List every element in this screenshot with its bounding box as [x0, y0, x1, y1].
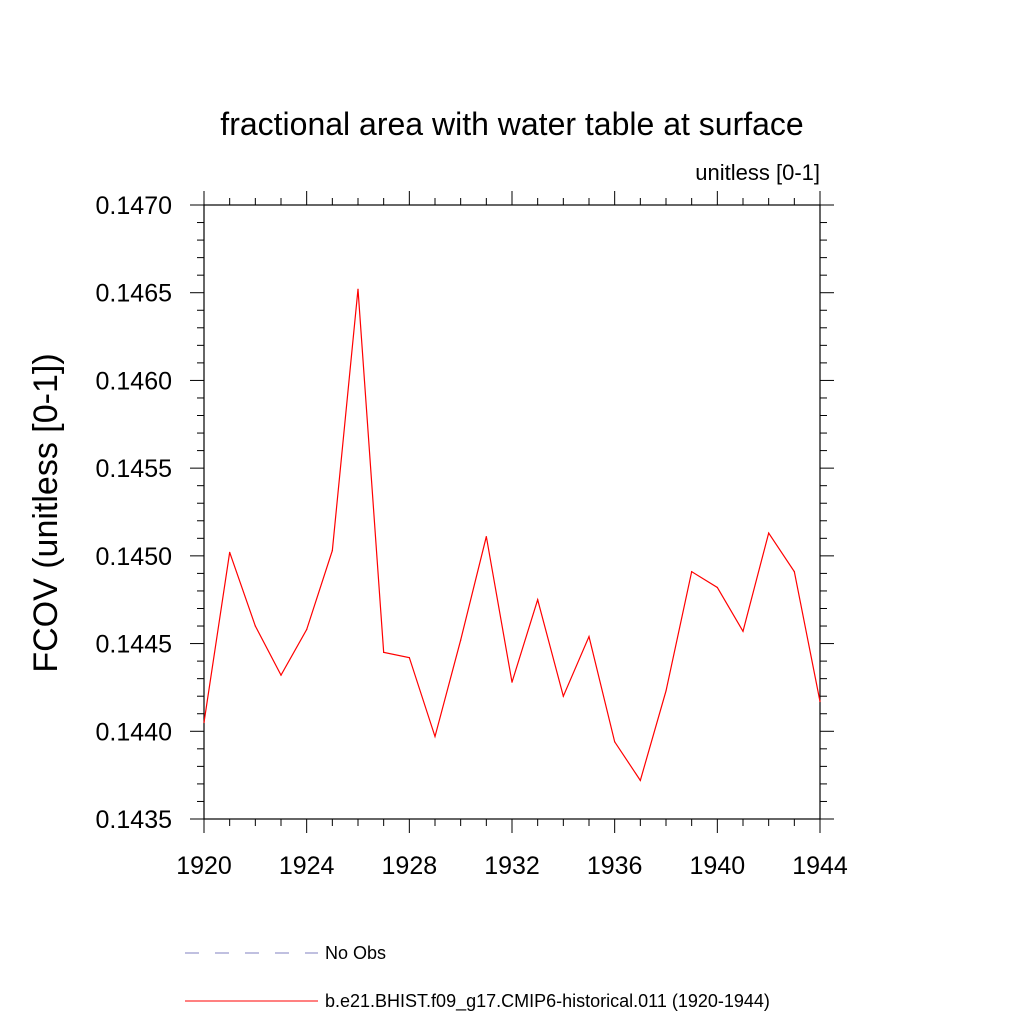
x-tick-labels: 1920 1924 1928 1932 1936 1940 1944 [176, 852, 848, 880]
data-point [434, 735, 436, 738]
x-tick-label: 1924 [279, 852, 335, 880]
legend: No Obs b.e21.BHIST.f09_g17.CMIP6-histori… [185, 943, 770, 1012]
major-ticks [190, 191, 834, 833]
data-point [819, 700, 821, 703]
plot-frame [203, 204, 821, 820]
x-tick-label: 1928 [382, 852, 438, 880]
data-point [639, 779, 641, 782]
data-point [665, 690, 667, 692]
data-point [485, 535, 487, 538]
legend-label-no-obs: No Obs [325, 943, 386, 963]
data-point [614, 741, 616, 743]
chart-title: fractional area with water table at surf… [220, 106, 803, 142]
x-tick-label: 1920 [176, 852, 232, 880]
y-tick-label: 0.1445 [96, 631, 172, 659]
y-axis-label: FCOV (unitless [0-1]) [27, 353, 65, 672]
data-point [408, 657, 410, 659]
x-tick-label: 1944 [792, 852, 848, 880]
data-point [331, 549, 333, 552]
y-tick-label: 0.1450 [96, 543, 172, 571]
data-point [588, 635, 590, 638]
y-tick-label: 0.1455 [96, 455, 172, 483]
legend-label-historical: b.e21.BHIST.f09_g17.CMIP6-historical.011… [325, 991, 770, 1012]
y-tick-label: 0.1465 [96, 280, 172, 308]
x-tick-label: 1940 [690, 852, 746, 880]
data-point [768, 532, 770, 534]
data-point [691, 571, 693, 573]
data-point [383, 651, 385, 653]
data-point [280, 674, 282, 676]
chart-subtitle: unitless [0-1] [695, 160, 820, 185]
x-tick-label: 1932 [484, 852, 540, 880]
data-point [742, 630, 744, 632]
data-point [793, 571, 795, 573]
y-tick-label: 0.1460 [96, 367, 172, 395]
data-point [716, 586, 718, 589]
series-line-historical [203, 289, 821, 782]
x-tick-label: 1936 [587, 852, 643, 880]
y-tick-label: 0.1435 [96, 806, 172, 834]
series-layer [203, 288, 821, 782]
data-point [562, 695, 564, 697]
data-point [511, 681, 513, 683]
data-point [203, 721, 205, 724]
data-point [537, 599, 539, 601]
data-point [229, 551, 231, 553]
minor-ticks [197, 198, 827, 826]
data-point [357, 288, 359, 290]
y-tick-label: 0.1470 [96, 192, 172, 220]
y-tick-label: 0.1440 [96, 718, 172, 746]
data-point [460, 639, 462, 641]
data-point [254, 625, 256, 627]
data-point [306, 628, 308, 631]
y-tick-labels: 0.1435 0.1440 0.1445 0.1450 0.1455 0.1460 0.14… [96, 192, 172, 834]
